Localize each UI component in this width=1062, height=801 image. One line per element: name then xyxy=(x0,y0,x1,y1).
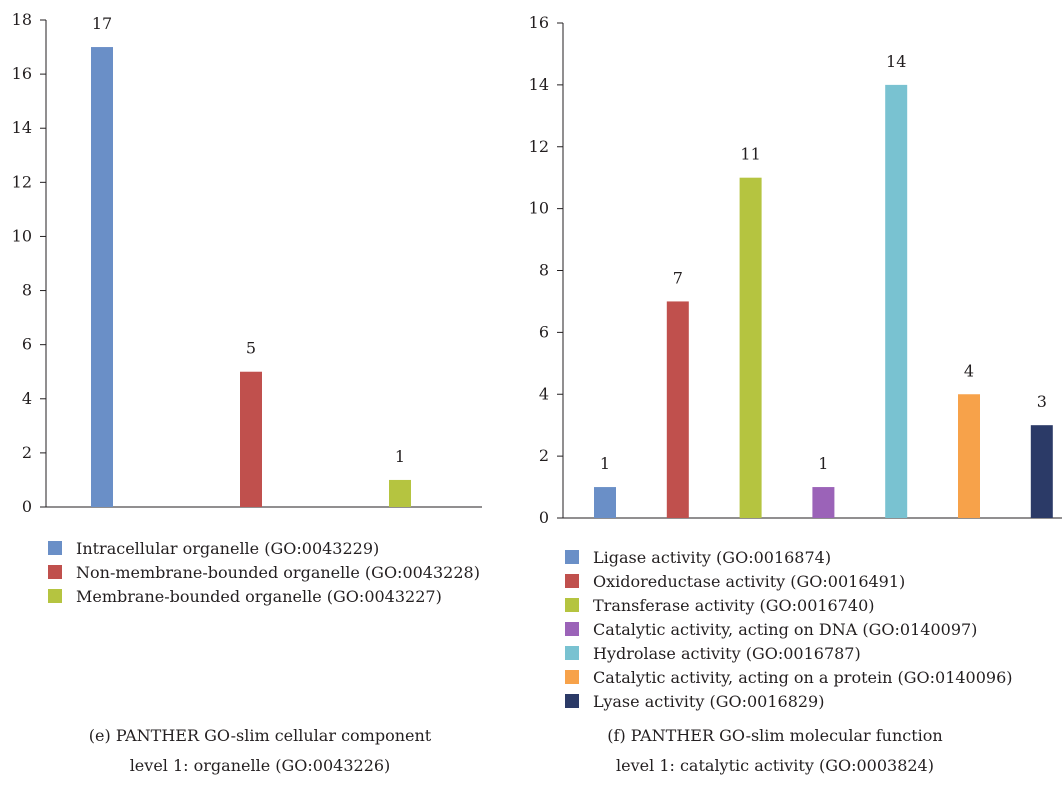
bar xyxy=(240,371,262,507)
legend-label: Oxidoreductase activity (GO:0016491) xyxy=(593,571,906,591)
bar-value-label: 1 xyxy=(818,454,828,473)
legend-swatch xyxy=(565,646,579,660)
legend-item: Membrane-bounded organelle (GO:0043227) xyxy=(48,584,480,608)
y-tick-label: 2 xyxy=(22,443,32,462)
bar xyxy=(594,487,616,518)
legend-swatch xyxy=(48,589,62,603)
y-tick-label: 10 xyxy=(529,199,549,218)
bar xyxy=(389,479,411,507)
legend-swatch xyxy=(565,550,579,564)
bar-value-label: 1 xyxy=(600,454,610,473)
y-tick-label: 14 xyxy=(12,118,32,137)
y-tick-label: 16 xyxy=(529,13,549,32)
legend-f: Ligase activity (GO:0016874) Oxidoreduct… xyxy=(565,545,1013,713)
legend-label: Hydrolase activity (GO:0016787) xyxy=(593,643,861,663)
bar xyxy=(91,47,113,508)
bar xyxy=(739,177,762,518)
legend-label: Intracellular organelle (GO:0043229) xyxy=(76,538,380,558)
y-tick-label: 2 xyxy=(539,446,549,465)
bar xyxy=(666,301,689,518)
bar-value-label: 3 xyxy=(1037,392,1047,411)
legend-item: Intracellular organelle (GO:0043229) xyxy=(48,536,480,560)
y-tick-label: 8 xyxy=(539,261,549,280)
y-tick-label: 0 xyxy=(539,508,549,527)
legend-item: Lyase activity (GO:0016829) xyxy=(565,689,1013,713)
legend-swatch xyxy=(565,670,579,684)
legend-item: Catalytic activity, acting on a protein … xyxy=(565,665,1013,689)
bar-value-label: 14 xyxy=(886,52,906,71)
legend-item: Catalytic activity, acting on DNA (GO:01… xyxy=(565,617,1013,641)
legend-label: Transferase activity (GO:0016740) xyxy=(593,595,875,615)
legend-e: Intracellular organelle (GO:0043229) Non… xyxy=(48,536,480,608)
chart-e: 0 2 4 6 8 10 12 14 16 18 17 5 1 xyxy=(12,10,482,516)
legend-item: Ligase activity (GO:0016874) xyxy=(565,545,1013,569)
y-tick-label: 6 xyxy=(22,335,32,354)
legend-item: Hydrolase activity (GO:0016787) xyxy=(565,641,1013,665)
caption-e: (e) PANTHER GO-slim cellular component l… xyxy=(40,721,480,781)
legend-item: Non-membrane-bounded organelle (GO:00432… xyxy=(48,560,480,584)
caption-f: (f) PANTHER GO-slim molecular function l… xyxy=(540,721,1010,781)
legend-item: Oxidoreductase activity (GO:0016491) xyxy=(565,569,1013,593)
legend-swatch xyxy=(565,622,579,636)
bar-value-label: 5 xyxy=(246,339,256,358)
legend-label: Catalytic activity, acting on DNA (GO:01… xyxy=(593,619,978,639)
bar-value-label: 7 xyxy=(673,268,683,287)
legend-swatch xyxy=(565,694,579,708)
bar-value-label: 11 xyxy=(740,145,760,164)
legend-swatch xyxy=(48,565,62,579)
bar-value-label: 1 xyxy=(395,447,405,466)
legend-label: Ligase activity (GO:0016874) xyxy=(593,547,832,567)
y-tick-label: 4 xyxy=(22,389,32,408)
bar-value-label: 17 xyxy=(92,14,112,33)
caption-line: (f) PANTHER GO-slim molecular function xyxy=(607,726,943,745)
bar xyxy=(958,394,980,518)
y-tick-label: 14 xyxy=(529,75,549,94)
y-tick-label: 10 xyxy=(12,226,32,245)
bar-value-label: 4 xyxy=(964,361,974,380)
y-tick-label: 12 xyxy=(12,172,32,191)
legend-label: Catalytic activity, acting on a protein … xyxy=(593,667,1013,687)
y-tick-label: 4 xyxy=(539,384,549,403)
bar xyxy=(812,487,835,518)
caption-line: level 1: catalytic activity (GO:0003824) xyxy=(616,756,934,775)
y-tick-label: 16 xyxy=(12,64,32,83)
legend-label: Membrane-bounded organelle (GO:0043227) xyxy=(76,586,442,606)
y-tick-label: 0 xyxy=(22,497,32,516)
y-tick-label: 6 xyxy=(539,322,549,341)
bar xyxy=(885,84,908,518)
legend-swatch xyxy=(565,574,579,588)
bar xyxy=(1030,425,1053,518)
legend-swatch xyxy=(565,598,579,612)
legend-label: Lyase activity (GO:0016829) xyxy=(593,691,825,711)
legend-swatch xyxy=(48,541,62,555)
caption-line: level 1: organelle (GO:0043226) xyxy=(129,756,391,775)
caption-line: (e) PANTHER GO-slim cellular component xyxy=(88,726,432,745)
y-tick-label: 8 xyxy=(22,281,32,300)
y-tick-label: 18 xyxy=(12,10,32,29)
y-tick-label: 12 xyxy=(529,137,549,156)
legend-label: Non-membrane-bounded organelle (GO:00432… xyxy=(76,562,480,582)
legend-item: Transferase activity (GO:0016740) xyxy=(565,593,1013,617)
